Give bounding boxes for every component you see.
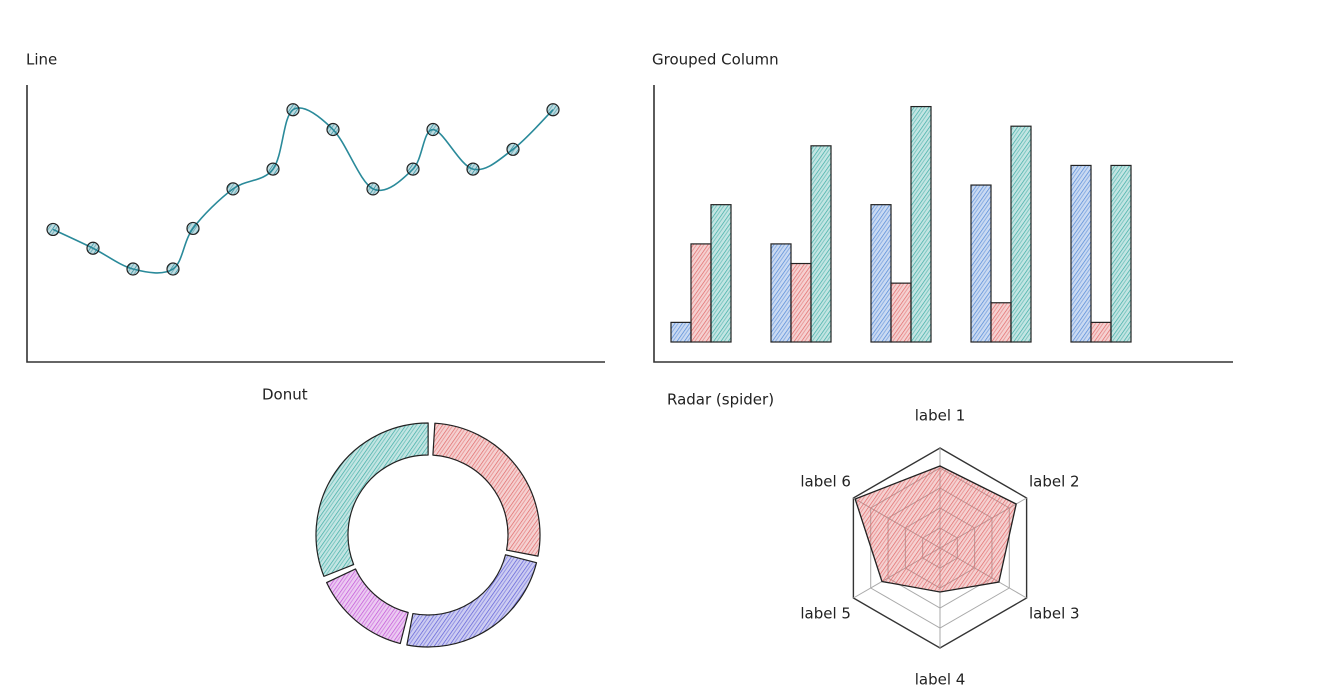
bar (910, 105, 932, 343)
line-title: Line (26, 51, 57, 69)
bar (970, 184, 992, 343)
bar (1090, 321, 1112, 343)
donut-slice (432, 422, 541, 557)
point (326, 122, 340, 137)
point (286, 103, 300, 117)
donut-slice (406, 554, 538, 648)
point (466, 162, 480, 176)
column-axes (653, 85, 1233, 363)
donut-slice (325, 568, 409, 645)
point (126, 262, 140, 276)
point (546, 103, 560, 117)
point (86, 241, 100, 255)
radar-label: label 5 (800, 605, 851, 623)
bar (990, 302, 1012, 343)
point (166, 262, 180, 276)
bar (870, 204, 892, 343)
bar (790, 262, 812, 343)
bar (690, 243, 712, 343)
bar (810, 145, 832, 343)
column-title: Grouped Column (652, 51, 779, 69)
point (426, 122, 440, 137)
bar (710, 204, 732, 343)
point (366, 182, 380, 196)
bar (670, 321, 692, 343)
point (506, 142, 520, 156)
radar-title: Radar (spider) (667, 391, 774, 409)
bar (770, 243, 792, 343)
point (406, 162, 420, 176)
radar-label: label 2 (1029, 473, 1080, 491)
point (226, 182, 240, 196)
radar-label: label 3 (1029, 605, 1080, 623)
bar (1070, 164, 1092, 343)
donut-slice (315, 422, 429, 577)
radar-label: label 1 (915, 407, 966, 425)
bar (1110, 164, 1132, 343)
radar-label: label 4 (915, 671, 966, 689)
radar-area (854, 465, 1017, 593)
point (266, 162, 280, 176)
line-axes (26, 85, 605, 363)
donut-title: Donut (262, 386, 308, 404)
radar-label: label 6 (800, 473, 851, 491)
bar (1010, 125, 1032, 343)
bar (890, 282, 912, 343)
point (46, 222, 60, 237)
point (186, 221, 200, 236)
line (52, 107, 554, 274)
